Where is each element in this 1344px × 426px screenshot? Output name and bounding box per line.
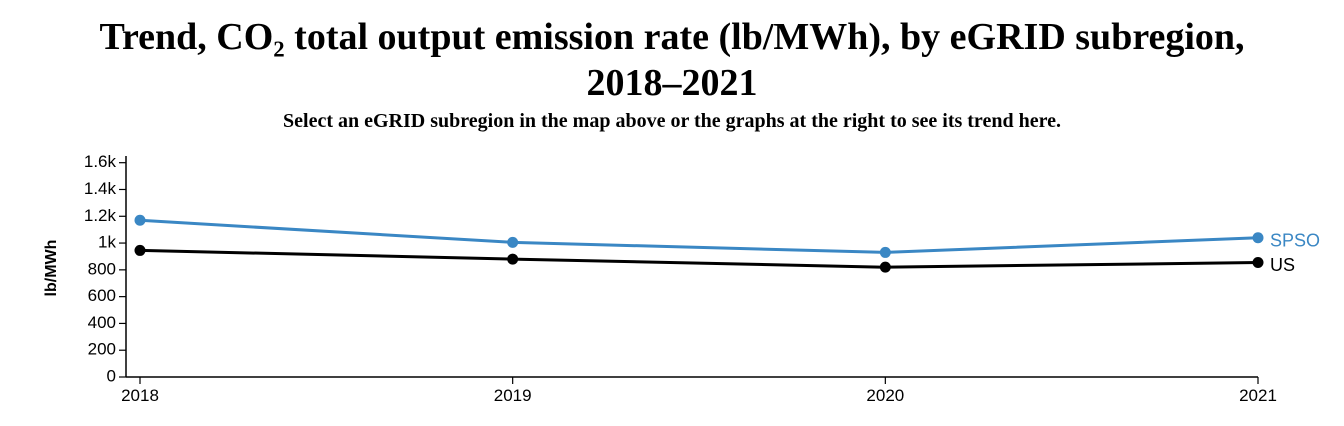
- y-tick-label: 1.6k: [84, 152, 117, 171]
- x-tick-label: 2018: [121, 386, 159, 405]
- x-tick-label: 2020: [866, 386, 904, 405]
- plot-series: SPSO US: [134, 214, 1320, 275]
- series-label-spso: SPSO: [1270, 230, 1320, 250]
- y-tick-label: 400: [88, 313, 116, 332]
- y-tick-label: 600: [88, 286, 116, 305]
- x-tick-label: 2021: [1239, 386, 1277, 405]
- chart-subtitle: Select an eGRID subregion in the map abo…: [283, 110, 1061, 132]
- series-label-us: US: [1270, 255, 1295, 275]
- series-us: US: [134, 244, 1295, 275]
- series-spso: SPSO: [134, 214, 1320, 258]
- chart-title: Trend, CO₂ total output emission rate (l…: [0, 14, 1344, 106]
- y-tick-label: 1k: [98, 233, 116, 252]
- y-tick-label: 200: [88, 340, 116, 359]
- data-point-us: [1252, 256, 1264, 268]
- chart-title-line-2: 2018–2021: [586, 62, 758, 104]
- y-tick-label: 800: [88, 259, 116, 278]
- y-tick-label: 1.2k: [84, 206, 117, 225]
- x-tick-label: 2019: [494, 386, 532, 405]
- y-axis-label: lb/MWh: [43, 240, 60, 297]
- y-tick-label: 1.4k: [84, 179, 117, 198]
- y-axis: 0 200 400 600 800 1k 1.2k 1.4k 1.6k lb/MWh: [43, 152, 127, 385]
- data-point-us: [879, 261, 891, 273]
- x-axis-ticks: 2018 2019 2020 2021: [121, 377, 1277, 405]
- x-axis: 2018 2019 2020 2021: [121, 376, 1277, 405]
- data-point-us: [134, 244, 146, 256]
- data-point-spso: [134, 214, 146, 226]
- y-tick-label: 0: [107, 366, 116, 385]
- data-point-spso: [879, 246, 891, 258]
- series-line-spso: [139, 218, 1259, 254]
- series-line-us: [139, 248, 1259, 269]
- data-point-spso: [507, 236, 519, 248]
- y-axis-ticks: 0 200 400 600 800 1k 1.2k 1.4k 1.6k: [84, 152, 126, 385]
- data-point-spso: [1252, 232, 1264, 244]
- chart-title-line-1: Trend, CO₂ total output emission rate (l…: [99, 16, 1245, 58]
- data-point-us: [507, 253, 519, 265]
